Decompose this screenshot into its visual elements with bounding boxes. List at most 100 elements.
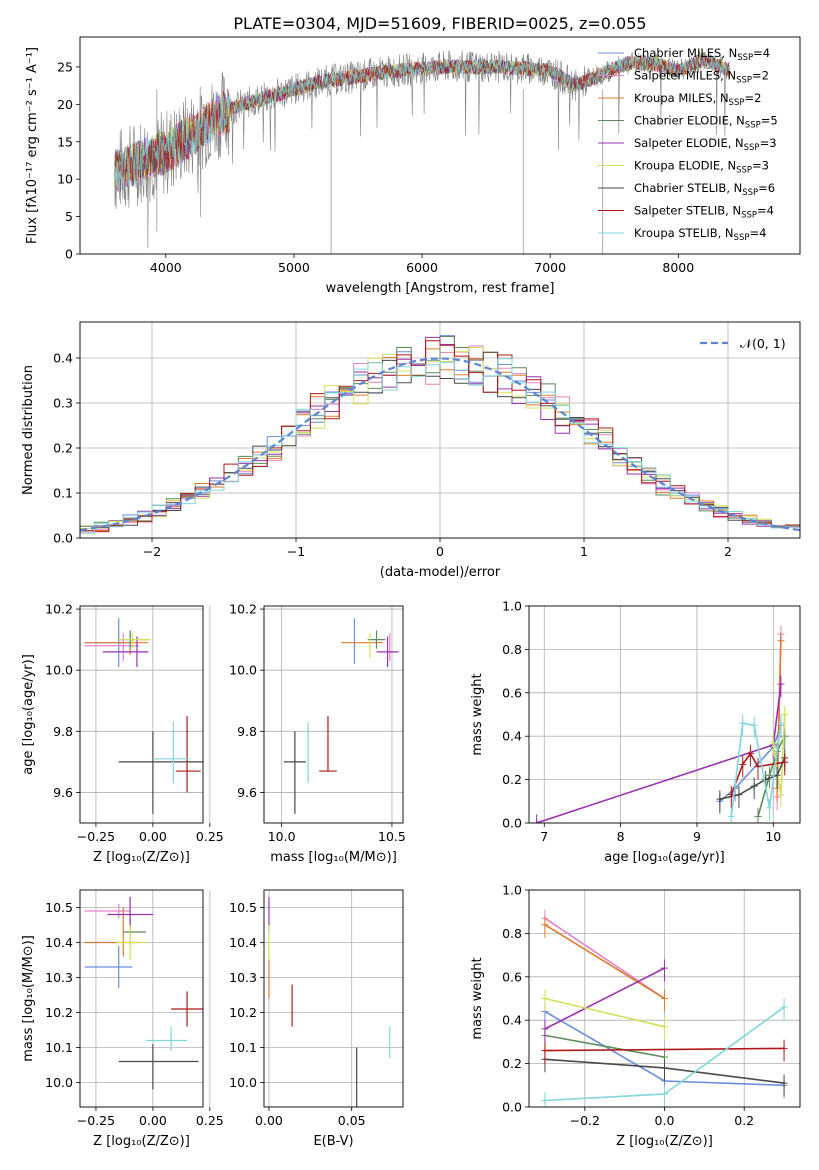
y-tick-label: 10.4 (229, 935, 257, 950)
errorbar-point (116, 925, 147, 960)
plot-area-weight_vs_age (533, 625, 789, 823)
y-tick-label: 20 (57, 97, 73, 112)
y-tick-label: 1.0 (502, 599, 522, 614)
weight-series (541, 909, 668, 1012)
y-tick-label: 9.6 (53, 785, 73, 800)
y-tick-label: 0.4 (53, 351, 73, 366)
y-tick-label: 10.3 (229, 970, 257, 985)
legend-count: =4 (757, 204, 774, 218)
weight-line (719, 757, 786, 800)
x-tick-label: 0.0 (655, 1113, 675, 1128)
x-tick-label: 0.2 (734, 1113, 754, 1128)
errorbar-point (152, 722, 190, 784)
x-tick-label: 7 (540, 829, 548, 844)
legend-name: Chabrier MILES, N (634, 46, 737, 60)
frame-age_vs_mass: 10.0 10.5 9.6 9.8 10.0 10.2 mass [log₁₀(M/M⊙)] (229, 602, 406, 865)
legend-entry: Chabrier MILES, NSSP=4 (634, 46, 770, 63)
weight-series (541, 989, 668, 1040)
errorbar-point (175, 716, 201, 793)
x-axis-label: mass [log₁₀(M/M⊙)] (270, 850, 397, 865)
legend-subscript: SSP (737, 53, 753, 63)
errorbar-point (102, 636, 149, 668)
legend-entry: Chabrier ELODIE, NSSP=5 (634, 114, 778, 131)
plot-area-age_vs_Z (84, 618, 203, 814)
legend-subscript: SSP (741, 211, 757, 221)
legend-entry: Kroupa STELIB, NSSP=4 (634, 226, 766, 243)
legend-subscript: SSP (734, 233, 750, 243)
y-tick-label: 1.0 (502, 883, 522, 898)
y-tick-label: 0.8 (502, 926, 522, 941)
y-tick-label: 0.0 (53, 531, 73, 546)
frame-mass_vs_Z: −0.25 0.00 0.25 10.0 10.1 10.2 10.3 10.4 10.5 Z [… (21, 889, 224, 1149)
legend-subscript: SSP (744, 143, 760, 153)
legend-name: Salpeter MILES, N (634, 69, 736, 83)
model-spectrum-line (114, 52, 730, 183)
weight-series (541, 1039, 788, 1064)
weight-series (727, 744, 789, 808)
y-tick-label: 10.2 (229, 1005, 257, 1020)
y-axis-label: mass weight (470, 673, 485, 755)
histogram-step (80, 358, 800, 534)
y-tick-label: 10.2 (45, 1005, 73, 1020)
axes-frame (79, 36, 801, 255)
x-tick-label: 1 (580, 544, 588, 559)
y-tick-label: 10.0 (45, 1075, 73, 1090)
plot-area-weight_vs_Z (541, 909, 788, 1107)
legend-count: =4 (749, 226, 766, 240)
legend-name: Kroupa STELIB, N (634, 226, 734, 240)
frame-mass_vs_ebv: 0.00 0.05 10.0 10.1 10.2 10.3 10.4 10.5 E(B-V) (229, 889, 404, 1149)
axes-frame (79, 889, 204, 1108)
y-tick-label: 0.0 (502, 816, 522, 831)
data-spectrum-line (114, 49, 730, 249)
normal-reference-curve (80, 357, 800, 532)
legend-count: =3 (760, 136, 777, 150)
weight-line (719, 725, 782, 802)
panel-spectrum: 4000 5000 6000 7000 8000 0 5 10 15 20 25 wavelength… (25, 36, 801, 296)
x-axis-label: Z [log₁₀(Z/Z⊙)] (616, 1134, 713, 1149)
weight-line (544, 967, 665, 1030)
y-tick-label: 9.8 (237, 724, 257, 739)
errorbar-point (123, 918, 147, 946)
legend-name: Chabrier ELODIE, N (634, 114, 745, 128)
y-axis-label: Normed distribution (21, 365, 36, 495)
errorbar-point (283, 731, 306, 814)
panel-age_vs_mass: 10.0 10.5 9.6 9.8 10.0 10.2 mass [log₁₀(M/M⊙)] (229, 602, 406, 865)
weight-line (536, 684, 782, 823)
x-tick-label: 8 (617, 829, 625, 844)
x-tick-label: 0 (436, 544, 444, 559)
y-axis-label: mass [log₁₀(M/M⊙)] (21, 935, 36, 1062)
y-tick-label: 5 (65, 209, 73, 224)
legend-count: =3 (752, 159, 769, 173)
errorbar-point (84, 633, 140, 662)
x-axis-label: wavelength [Angstrom, rest frame] (326, 281, 555, 296)
legend-entry: Salpeter ELODIE, NSSP=3 (634, 136, 777, 153)
x-axis-label: E(B-V) (313, 1134, 353, 1149)
frame-age_vs_Z: −0.25 0.00 0.25 9.6 9.8 10.0 10.2 Z [log₁₀(Z/Z⊙… (21, 602, 224, 865)
y-tick-label: 0.2 (502, 1056, 522, 1071)
y-tick-label: 15 (57, 134, 73, 149)
legend-entry: Salpeter MILES, NSSP=2 (634, 69, 769, 86)
plot-area-mass_vs_Z (84, 897, 203, 1090)
legend-count: =2 (752, 69, 769, 83)
x-tick-label: 0.05 (338, 1113, 366, 1128)
legend-subscript: SSP (745, 121, 761, 131)
y-tick-label: 0.4 (502, 1013, 522, 1028)
y-tick-label: 0.0 (502, 1100, 522, 1115)
figure-title: PLATE=0304, MJD=51609, FIBERID=0025, z=0… (233, 14, 646, 33)
legend-subscript: SSP (742, 188, 758, 198)
legend-count: =6 (758, 181, 775, 195)
y-tick-label: 0.4 (502, 729, 522, 744)
x-tick-label: 10.0 (268, 829, 296, 844)
weight-line (544, 1034, 665, 1058)
panel-weight_vs_Z: −0.2 0.0 0.2 0.0 0.2 0.4 0.6 0.8 1.0 Z [log₁₀(Z/Z… (470, 883, 801, 1149)
x-tick-label: 9 (693, 829, 701, 844)
x-tick-label: −2 (143, 544, 161, 559)
y-tick-label: 10.2 (229, 602, 257, 617)
errorbar-point (118, 731, 203, 814)
x-tick-label: 2 (724, 544, 732, 559)
legend-name: Salpeter STELIB, N (634, 204, 741, 218)
frame-weight_vs_age: 7 8 9 10 0.0 0.2 0.4 0.6 0.8 1.0 age [log₁₀(age/yr… (470, 599, 801, 865)
axes-frame (263, 889, 404, 1108)
